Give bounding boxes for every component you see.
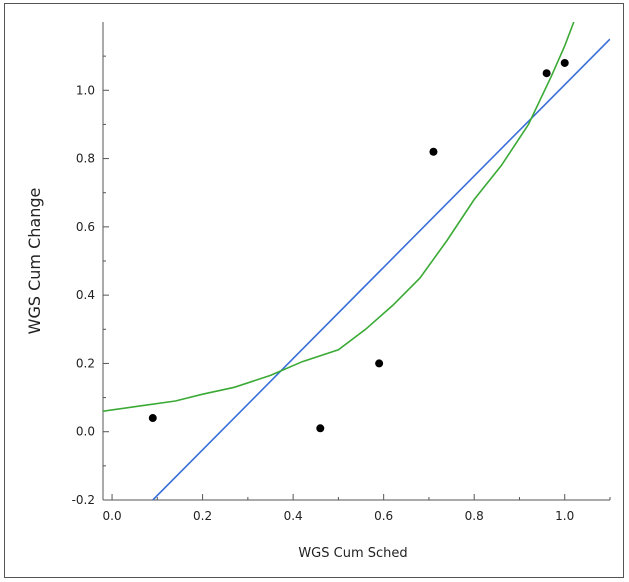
y-axis-title: WGS Cum Change: [25, 188, 44, 335]
y-tick-label: 1.0: [76, 83, 95, 97]
x-tick-label: 0.6: [374, 509, 393, 523]
data-point: [316, 424, 325, 433]
y-tick-label: 0.4: [76, 288, 95, 302]
y-tick-label: 0.0: [76, 425, 95, 439]
data-point: [542, 69, 551, 78]
y-tick-label: -0.2: [72, 493, 95, 507]
curve-fit-line: [103, 22, 575, 412]
x-tick-label: 0.4: [284, 509, 303, 523]
x-tick-label: 0.8: [465, 509, 484, 523]
y-tick-label: 0.6: [76, 220, 95, 234]
chart-frame: [4, 3, 624, 578]
data-point: [560, 58, 569, 67]
data-point: [148, 414, 157, 423]
data-point: [429, 147, 438, 156]
x-axis-title: WGS Cum Sched: [298, 546, 407, 561]
data-point: [375, 359, 384, 368]
linear-fit-line: [152, 38, 610, 500]
y-tick-label: 0.8: [76, 152, 95, 166]
x-tick-label: 0.2: [193, 509, 212, 523]
y-tick-label: 0.2: [76, 356, 95, 370]
x-tick-label: 0.0: [103, 509, 122, 523]
x-tick-label: 1.0: [555, 509, 574, 523]
